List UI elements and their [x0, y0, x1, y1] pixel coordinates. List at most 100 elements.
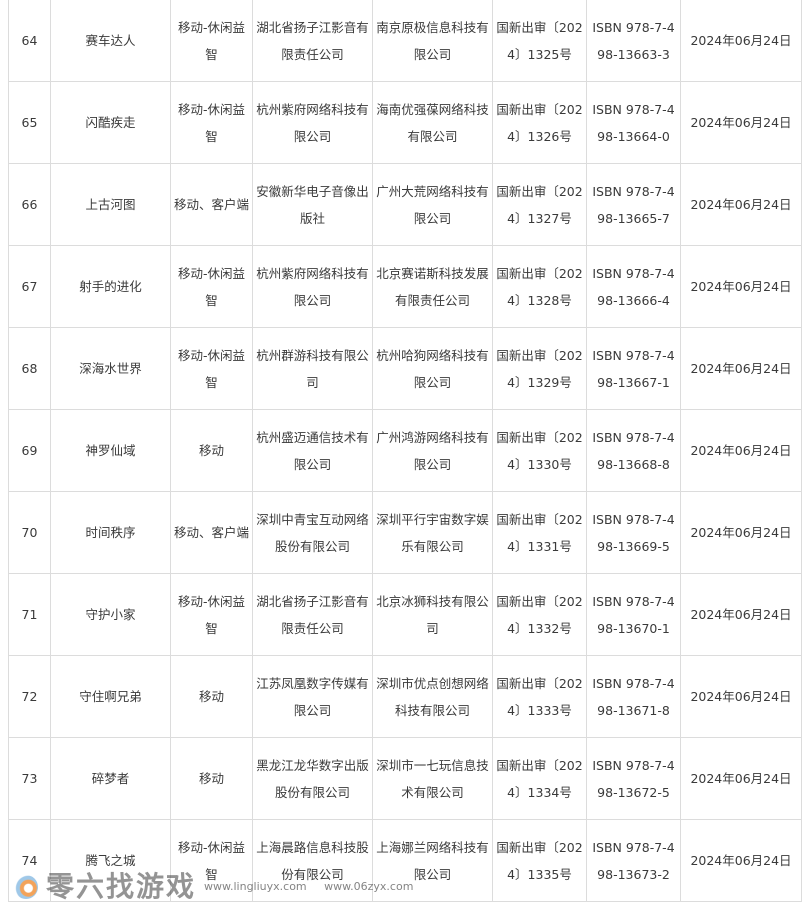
cell-no: 64 — [8, 0, 51, 82]
cell-no: 70 — [8, 491, 51, 574]
cell-date: 2024年06月24日 — [680, 737, 802, 820]
cell-publisher: 湖北省扬子江影音有限责任公司 — [252, 0, 373, 82]
table-row: 69 神罗仙域 移动 杭州盛迈通信技术有限公司 广州鸿游网络科技有限公司 国新出审〔202… — [8, 409, 802, 492]
table-row: 68 深海水世界 移动-休闲益智 杭州群游科技有限公司 杭州哈狗网络科技有限公司 国新出审… — [8, 327, 802, 410]
cell-approval: 国新出审〔2024〕1335号 — [492, 819, 587, 902]
cell-date: 2024年06月24日 — [680, 81, 802, 164]
cell-approval: 国新出审〔2024〕1325号 — [492, 0, 587, 82]
table-row: 64 赛车达人 移动-休闲益智 湖北省扬子江影音有限责任公司 南京原极信息科技有限公司国… — [8, 0, 802, 82]
cell-date: 2024年06月24日 — [680, 327, 802, 410]
cell-isbn: ISBN 978-7-498-13666-4 — [586, 245, 681, 328]
cell-operator: 深圳平行宇宙数字娱乐有限公司 — [372, 491, 493, 574]
cell-publisher: 上海晨路信息科技股份有限公司 — [252, 819, 373, 902]
cell-name: 射手的进化 — [50, 245, 171, 328]
cell-operator: 南京原极信息科技有限公司 — [372, 0, 493, 82]
cell-date: 2024年06月24日 — [680, 409, 802, 492]
cell-approval: 国新出审〔2024〕1333号 — [492, 655, 587, 738]
cell-date: 2024年06月24日 — [680, 491, 802, 574]
cell-name: 时间秩序 — [50, 491, 171, 574]
cell-approval: 国新出审〔2024〕1327号 — [492, 163, 587, 246]
cell-isbn: ISBN 978-7-498-13671-8 — [586, 655, 681, 738]
cell-type: 移动、客户端 — [170, 491, 253, 574]
cell-type: 移动-休闲益智 — [170, 245, 253, 328]
cell-isbn: ISBN 978-7-498-13665-7 — [586, 163, 681, 246]
cell-publisher: 黑龙江龙华数字出版股份有限公司 — [252, 737, 373, 820]
cell-name: 守住啊兄弟 — [50, 655, 171, 738]
cell-approval: 国新出审〔2024〕1331号 — [492, 491, 587, 574]
cell-publisher: 杭州群游科技有限公司 — [252, 327, 373, 410]
cell-name: 守护小家 — [50, 573, 171, 656]
cell-date: 2024年06月24日 — [680, 245, 802, 328]
cell-publisher: 杭州紫府网络科技有限公司 — [252, 81, 373, 164]
cell-no: 69 — [8, 409, 51, 492]
cell-type: 移动-休闲益智 — [170, 0, 253, 82]
cell-operator: 海南优强葆网络科技有限公司 — [372, 81, 493, 164]
cell-no: 72 — [8, 655, 51, 738]
cell-approval: 国新出审〔2024〕1334号 — [492, 737, 587, 820]
cell-approval: 国新出审〔2024〕1326号 — [492, 81, 587, 164]
table-row: 65 闪酷疾走 移动-休闲益智 杭州紫府网络科技有限公司 海南优强葆网络科技有限公司 国新… — [8, 81, 802, 164]
table-row: 71 守护小家 移动-休闲益智 湖北省扬子江影音有限责任公司 北京冰狮科技有限公司 国新出… — [8, 573, 802, 656]
cell-publisher: 江苏凤凰数字传媒有限公司 — [252, 655, 373, 738]
cell-type: 移动 — [170, 655, 253, 738]
cell-name: 上古河图 — [50, 163, 171, 246]
cell-approval: 国新出审〔2024〕1329号 — [492, 327, 587, 410]
cell-isbn: ISBN 978-7-498-13667-1 — [586, 327, 681, 410]
cell-operator: 深圳市一七玩信息技术有限公司 — [372, 737, 493, 820]
cell-approval: 国新出审〔2024〕1332号 — [492, 573, 587, 656]
cell-publisher: 安徽新华电子音像出版社 — [252, 163, 373, 246]
cell-date: 2024年06月24日 — [680, 819, 802, 902]
table-row: 73 碎梦者 移动 黑龙江龙华数字出版股份有限公司 深圳市一七玩信息技术有限公司 国新出审… — [8, 737, 802, 820]
cell-type: 移动、客户端 — [170, 163, 253, 246]
cell-operator: 北京赛诺斯科技发展有限责任公司 — [372, 245, 493, 328]
cell-operator: 上海娜兰网络科技有限公司 — [372, 819, 493, 902]
cell-isbn: ISBN 978-7-498-13670-1 — [586, 573, 681, 656]
table-row: 67 射手的进化 移动-休闲益智 杭州紫府网络科技有限公司 北京赛诺斯科技发展有限责任公… — [8, 245, 802, 328]
cell-type: 移动-休闲益智 — [170, 81, 253, 164]
cell-name: 神罗仙域 — [50, 409, 171, 492]
cell-date: 2024年06月24日 — [680, 655, 802, 738]
cell-no: 71 — [8, 573, 51, 656]
cell-type: 移动 — [170, 409, 253, 492]
cell-date: 2024年06月24日 — [680, 0, 802, 82]
cell-name: 闪酷疾走 — [50, 81, 171, 164]
cell-name: 腾飞之城 — [50, 819, 171, 902]
cell-type: 移动 — [170, 737, 253, 820]
cell-date: 2024年06月24日 — [680, 163, 802, 246]
cell-date: 2024年06月24日 — [680, 573, 802, 656]
cell-isbn: ISBN 978-7-498-13672-5 — [586, 737, 681, 820]
cell-publisher: 杭州紫府网络科技有限公司 — [252, 245, 373, 328]
cell-no: 73 — [8, 737, 51, 820]
cell-no: 66 — [8, 163, 51, 246]
cell-type: 移动-休闲益智 — [170, 819, 253, 902]
cell-no: 65 — [8, 81, 51, 164]
game-approval-table: 64 赛车达人 移动-休闲益智 湖北省扬子江影音有限责任公司 南京原极信息科技有限公司国… — [8, 0, 802, 902]
cell-approval: 国新出审〔2024〕1330号 — [492, 409, 587, 492]
cell-type: 移动-休闲益智 — [170, 573, 253, 656]
cell-name: 赛车达人 — [50, 0, 171, 82]
cell-no: 74 — [8, 819, 51, 902]
cell-no: 68 — [8, 327, 51, 410]
cell-name: 深海水世界 — [50, 327, 171, 410]
cell-operator: 深圳市优点创想网络科技有限公司 — [372, 655, 493, 738]
cell-isbn: ISBN 978-7-498-13669-5 — [586, 491, 681, 574]
cell-name: 碎梦者 — [50, 737, 171, 820]
table-row: 66 上古河图 移动、客户端 安徽新华电子音像出版社 广州大荒网络科技有限公司 国新出审〔… — [8, 163, 802, 246]
cell-publisher: 杭州盛迈通信技术有限公司 — [252, 409, 373, 492]
cell-operator: 广州鸿游网络科技有限公司 — [372, 409, 493, 492]
cell-operator: 杭州哈狗网络科技有限公司 — [372, 327, 493, 410]
table-row: 72 守住啊兄弟 移动 江苏凤凰数字传媒有限公司 深圳市优点创想网络科技有限公司 国新出审… — [8, 655, 802, 738]
cell-no: 67 — [8, 245, 51, 328]
cell-isbn: ISBN 978-7-498-13663-3 — [586, 0, 681, 82]
cell-isbn: ISBN 978-7-498-13664-0 — [586, 81, 681, 164]
table-row: 74 腾飞之城 移动-休闲益智 上海晨路信息科技股份有限公司 上海娜兰网络科技有限公司国… — [8, 819, 802, 902]
cell-approval: 国新出审〔2024〕1328号 — [492, 245, 587, 328]
cell-isbn: ISBN 978-7-498-13668-8 — [586, 409, 681, 492]
cell-operator: 广州大荒网络科技有限公司 — [372, 163, 493, 246]
table-row: 70 时间秩序 移动、客户端 深圳中青宝互动网络股份有限公司 深圳平行宇宙数字娱乐有限公… — [8, 491, 802, 574]
cell-publisher: 湖北省扬子江影音有限责任公司 — [252, 573, 373, 656]
cell-isbn: ISBN 978-7-498-13673-2 — [586, 819, 681, 902]
cell-operator: 北京冰狮科技有限公司 — [372, 573, 493, 656]
cell-type: 移动-休闲益智 — [170, 327, 253, 410]
cell-publisher: 深圳中青宝互动网络股份有限公司 — [252, 491, 373, 574]
